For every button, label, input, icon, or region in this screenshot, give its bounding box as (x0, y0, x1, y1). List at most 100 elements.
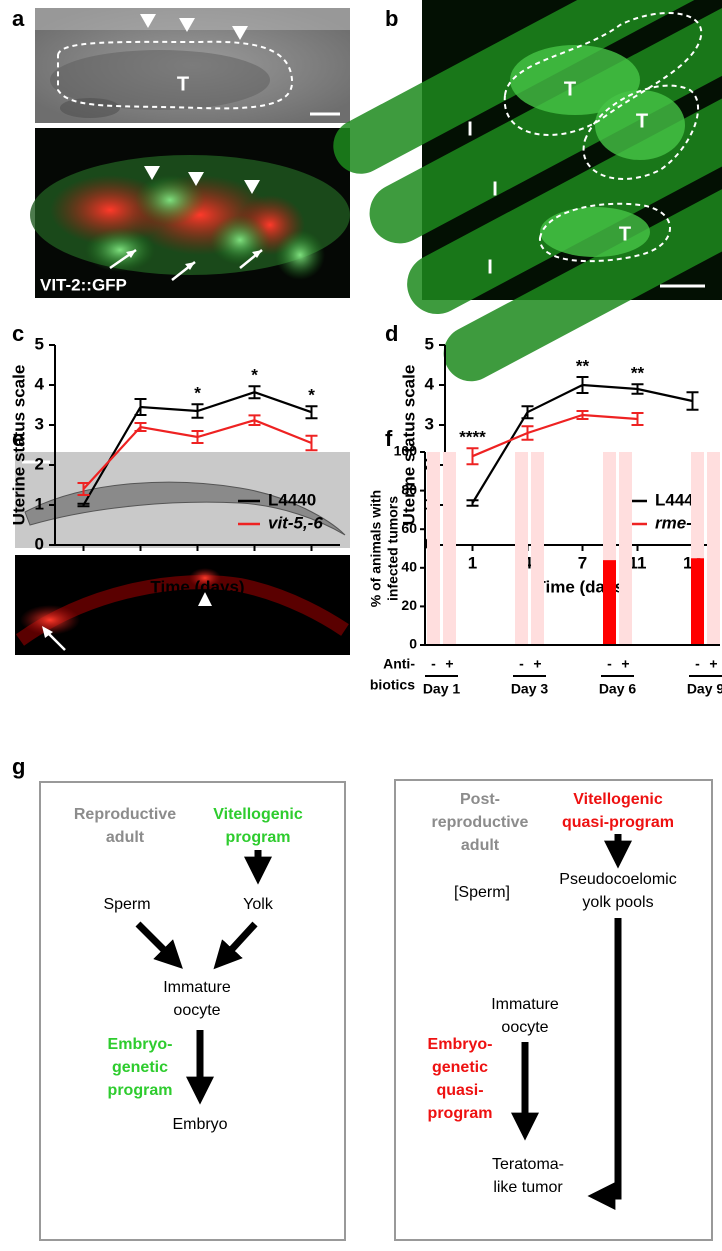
group-label: Day 6 (599, 681, 637, 697)
bar (531, 452, 544, 645)
image-label: T (177, 73, 189, 95)
y-tick-label: 4 (35, 374, 45, 393)
x-tick-label: 7 (578, 553, 587, 572)
error-bar (576, 410, 589, 420)
error-bar (305, 434, 318, 452)
diagram-text: genetic (432, 1059, 488, 1076)
panel-label: b (385, 6, 398, 31)
line (472, 413, 638, 458)
diagram-text: Pseudocoelomic (559, 871, 676, 888)
y-axis-label: % of animals with (368, 490, 384, 607)
x-axis-label: Time (days) (150, 577, 244, 596)
image-label: T (636, 110, 648, 132)
group-label: Day 9 (687, 681, 722, 697)
error-bar (466, 447, 479, 466)
y-tick-label: 60 (401, 520, 417, 536)
panel-label: a (12, 6, 25, 31)
bar (603, 560, 616, 645)
image-label: I (467, 118, 473, 140)
error-bar (466, 499, 479, 507)
image-label: VIT-2::GFP (40, 275, 127, 294)
error-bar (191, 403, 204, 419)
diagram-text: Vitellogenic (573, 791, 663, 808)
bar (427, 452, 440, 645)
y-tick-label: 5 (35, 334, 44, 353)
diagram-text: Immature (491, 996, 559, 1013)
bar (707, 452, 720, 645)
x-tick-label: - (695, 656, 700, 672)
significance: **** (459, 428, 486, 447)
error-bar (305, 405, 318, 420)
legend-label: rme-2 (655, 513, 702, 532)
x-tick-label: - (431, 656, 436, 672)
diagram-text: oocyte (173, 1002, 220, 1019)
diagram-text: Reproductive (74, 806, 176, 823)
panel-label: e (12, 426, 24, 451)
x-tick-label: + (621, 656, 629, 672)
error-bar (134, 422, 147, 432)
x-tick-label: 1 (79, 553, 88, 572)
error-bar (248, 385, 261, 400)
diagram-text: quasi- (436, 1082, 483, 1099)
y-axis-label: infected tumors (385, 496, 401, 601)
diagram-text: adult (461, 837, 500, 854)
y-tick-label: 3 (35, 414, 44, 433)
diagram-text: quasi-program (562, 814, 674, 831)
x-tick-label: 4 (136, 553, 146, 572)
x-tick-label: + (533, 656, 541, 672)
diagram-text: reproductive (432, 814, 529, 831)
x-tick-label: - (519, 656, 524, 672)
diagram-text: Embryo (172, 1116, 227, 1133)
x-tick-label: 14 (302, 553, 321, 572)
y-tick-label: 20 (401, 597, 417, 613)
panel-label: f (385, 426, 393, 451)
y-tick-label: 5 (425, 334, 434, 353)
significance: * (251, 366, 258, 385)
significance: * (308, 386, 315, 405)
diagram-text: Teratoma- (492, 1156, 564, 1173)
y-tick-label: 0 (409, 636, 417, 652)
diagram-text: [Sperm] (454, 884, 510, 901)
diagram-text: Immature (163, 979, 231, 996)
panel-label: c (12, 321, 24, 346)
bar (691, 558, 704, 645)
line (471, 383, 693, 504)
x-tick-label: 11 (246, 553, 264, 572)
error-bar (77, 482, 90, 496)
x-tick-label: 11 (629, 553, 647, 572)
y-tick-label: 1 (35, 494, 44, 513)
image-e-top (15, 452, 350, 548)
diagram-text: oocyte (501, 1019, 548, 1036)
image-b (333, 0, 722, 382)
error-bar (248, 414, 261, 426)
group-label: Day 3 (511, 681, 549, 697)
significance: ** (631, 364, 645, 383)
bar (691, 452, 704, 559)
diagram-text: adult (106, 829, 145, 846)
diagram-text: program (226, 829, 291, 846)
diagram (39, 779, 713, 1241)
y-tick-label: 80 (401, 481, 417, 497)
diagram-text: program (108, 1082, 173, 1099)
y-tick-label: 4 (425, 374, 435, 393)
error-bar (686, 391, 699, 411)
row-label: Anti- (383, 656, 415, 672)
bar (515, 452, 528, 645)
error-bar (631, 412, 644, 426)
x-tick-label: - (607, 656, 612, 672)
diagram-text: Sperm (103, 896, 150, 913)
y-tick-label: 3 (425, 414, 434, 433)
bar (443, 452, 456, 645)
x-tick-label: 7 (193, 553, 202, 572)
image-label: T (564, 78, 576, 100)
group-label: Day 1 (423, 681, 461, 697)
row-label: biotics (370, 677, 415, 693)
legend-label: L4440 (268, 490, 316, 509)
error-bar (521, 425, 534, 441)
diagram-text: Embryo- (108, 1036, 173, 1053)
y-axis-label: Uterine status scale (9, 365, 28, 526)
panel-label: d (385, 321, 398, 346)
diagram-text: Yolk (243, 896, 274, 913)
diagram-text: Vitellogenic (213, 806, 303, 823)
image-e-bottom (15, 555, 350, 655)
